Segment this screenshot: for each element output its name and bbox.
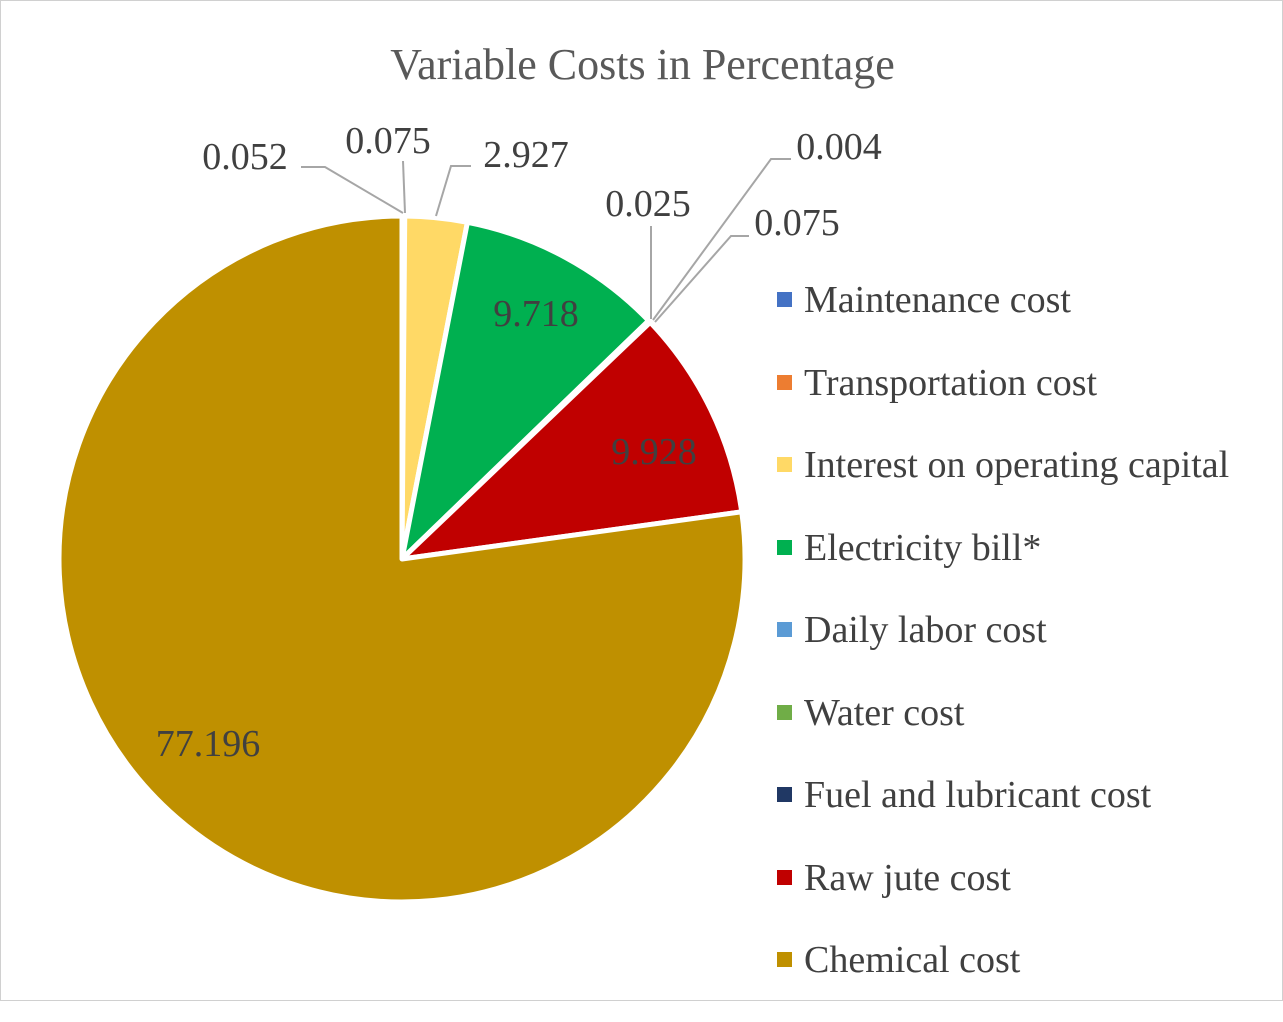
data-label: 0.004 <box>796 126 882 168</box>
legend-swatch <box>777 374 792 390</box>
legend-label: Daily labor cost <box>804 609 1047 651</box>
leader-line <box>301 166 404 214</box>
data-label: 77.196 <box>156 723 261 765</box>
legend-label: Transportation cost <box>804 361 1098 404</box>
data-label: 9.718 <box>493 293 579 335</box>
chart-frame: Variable Costs in Percentage 0.052 0.075 2… <box>0 0 1283 1001</box>
legend-label: Electricity bill* <box>804 526 1042 569</box>
legend-swatch <box>777 952 792 967</box>
legend-label: Raw jute cost <box>804 856 1011 899</box>
legend-label: Fuel and lubricant cost <box>804 774 1152 816</box>
leader-line <box>402 160 406 214</box>
leader-line <box>654 235 749 323</box>
legend-swatch <box>777 292 792 307</box>
chart-title: Variable Costs in Percentage <box>390 40 895 89</box>
legend-swatch <box>777 539 792 555</box>
pie-slice-chemical-cost <box>56 213 748 905</box>
legend-label: Interest on operating capital <box>804 444 1230 486</box>
legend-swatch <box>777 787 792 802</box>
legend-label: Chemical cost <box>804 939 1021 981</box>
data-label: 9.928 <box>611 431 697 473</box>
legend-label: Maintenance cost <box>804 279 1071 321</box>
pie-slice-raw-jute-cost <box>399 319 745 562</box>
legend-swatch <box>777 869 792 885</box>
legend-swatch <box>777 704 792 720</box>
legend-label: Water cost <box>804 691 965 734</box>
leader-line <box>435 165 471 217</box>
data-label: 0.075 <box>345 120 431 162</box>
pie-chart: 0.052 0.075 2.927 9.718 0.025 0.004 0.075 9.928… <box>56 120 882 905</box>
legend-swatch <box>777 457 792 472</box>
data-label: 2.927 <box>483 134 569 176</box>
data-label: 0.075 <box>754 202 840 244</box>
data-label: 0.025 <box>605 183 691 225</box>
leader-line <box>652 158 791 321</box>
pie-slice-electricity-bill <box>399 219 652 562</box>
data-label: 0.052 <box>202 136 288 178</box>
legend-swatch <box>777 622 792 637</box>
